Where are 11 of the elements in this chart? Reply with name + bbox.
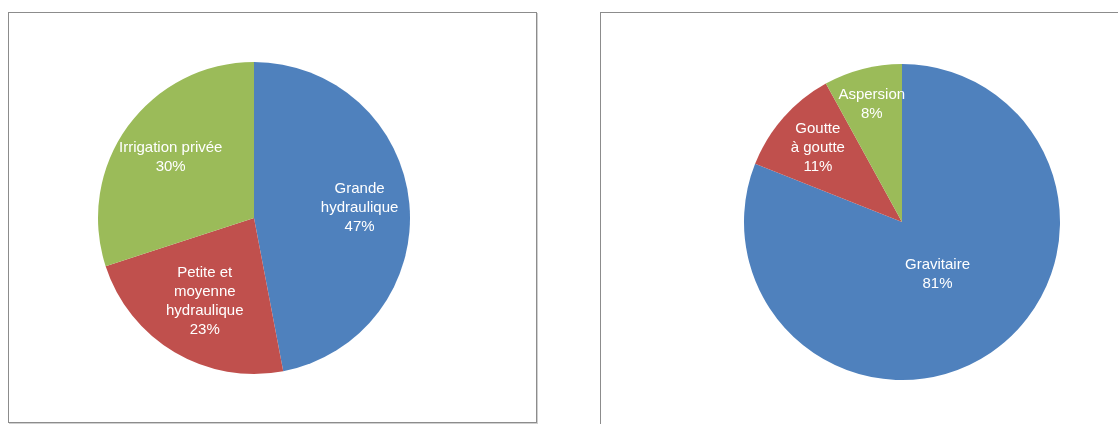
data-label: 23%	[189, 319, 220, 337]
data-label: 81%	[922, 273, 953, 291]
slice-label: Goutte à goutte	[790, 118, 845, 155]
data-label: 30%	[155, 157, 186, 175]
slice-label: Gravitaire	[905, 254, 971, 272]
slice-label: Petite et moyenne hydraulique	[165, 262, 244, 318]
slice-label: Irrigation privée	[119, 138, 223, 156]
data-label: 11%	[803, 156, 833, 174]
data-label: 47%	[344, 217, 375, 235]
slice-label: Grande hydraulique	[320, 179, 399, 216]
data-label: 8%	[860, 103, 883, 121]
